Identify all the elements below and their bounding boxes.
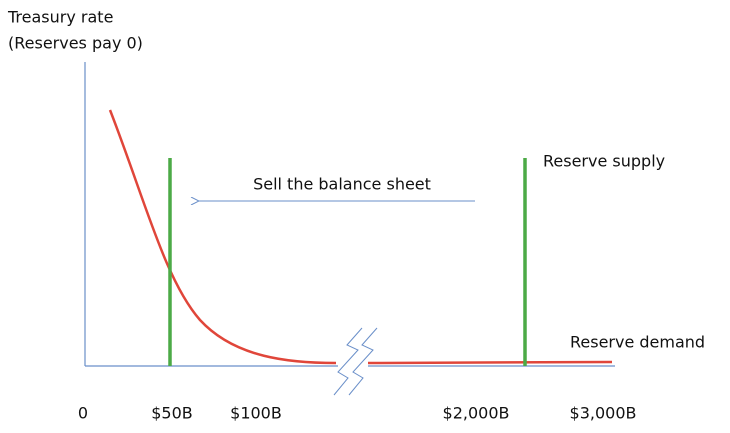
x-label: $2,000B (443, 404, 510, 423)
y-axis-label: (Reserves pay 0) (8, 34, 143, 53)
supply-label: Reserve supply (543, 152, 665, 171)
demand-curve (367, 360, 613, 365)
y-axis-label: Treasury rate (7, 8, 113, 27)
x-label: $3,000B (570, 404, 637, 423)
demand-curve (108, 109, 337, 365)
x-label: 0 (78, 404, 88, 423)
demand-label: Reserve demand (570, 333, 705, 352)
arrow-label: Sell the balance sheet (253, 175, 431, 194)
x-label: $100B (230, 404, 282, 423)
axis-break (348, 327, 378, 396)
axis-break (333, 327, 363, 396)
x-label: $50B (151, 404, 193, 423)
